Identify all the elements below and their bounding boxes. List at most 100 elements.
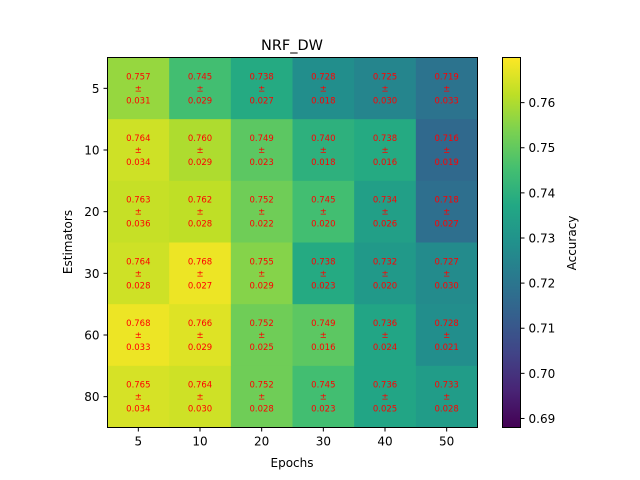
cell-std-label: 0.016 — [373, 158, 397, 168]
y-axis-label: Estimators — [61, 210, 75, 274]
chart-title: NRF_DW — [261, 38, 323, 54]
heatmap-cell — [415, 119, 478, 182]
heatmap-cell — [354, 119, 417, 182]
y-tick-label: 30 — [84, 267, 99, 281]
cell-mean-label: 0.765 — [126, 381, 150, 391]
cell-pm-label: ± — [443, 331, 450, 341]
cell-pm-label: ± — [196, 393, 203, 403]
heatmap-cell — [292, 57, 355, 120]
colorbar-tick-label: 0.73 — [529, 231, 556, 245]
cell-pm-label: ± — [196, 331, 203, 341]
cell-mean-label: 0.732 — [373, 257, 397, 267]
cell-mean-label: 0.733 — [434, 381, 458, 391]
cell-mean-label: 0.738 — [249, 72, 273, 82]
heatmap-cell — [107, 242, 170, 305]
cell-std-label: 0.029 — [188, 158, 212, 168]
cell-std-label: 0.027 — [188, 281, 212, 291]
cell-pm-label: ± — [443, 208, 450, 218]
heatmap-cell — [169, 242, 232, 305]
cell-pm-label: ± — [381, 393, 388, 403]
x-tick-label: 5 — [135, 435, 143, 449]
x-tick-label: 50 — [439, 435, 454, 449]
cell-pm-label: ± — [135, 269, 142, 279]
cell-std-label: 0.036 — [126, 220, 150, 230]
cell-mean-label: 0.728 — [311, 72, 335, 82]
heatmap-cell — [415, 180, 478, 243]
heatmap-cell — [230, 119, 293, 182]
colorbar-tick-label: 0.74 — [529, 186, 556, 200]
cell-std-label: 0.029 — [188, 343, 212, 353]
cell-pm-label: ± — [196, 146, 203, 156]
cell-mean-label: 0.764 — [126, 257, 150, 267]
cell-std-label: 0.018 — [311, 96, 335, 106]
cell-std-label: 0.027 — [249, 96, 273, 106]
cell-std-label: 0.034 — [126, 158, 150, 168]
y-tick-label: 80 — [84, 390, 99, 404]
cell-mean-label: 0.752 — [249, 319, 273, 329]
y-tick-label: 20 — [84, 205, 99, 219]
colorbar-ticks: 0.69 0.70 0.71 0.72 0.73 0.74 0.75 0.76 — [520, 96, 556, 426]
y-tick-label: 60 — [84, 329, 99, 343]
heatmap-cell — [107, 119, 170, 182]
cell-std-label: 0.028 — [249, 405, 273, 415]
cell-pm-label: ± — [258, 208, 265, 218]
cell-std-label: 0.019 — [434, 158, 458, 168]
colorbar-tick-label: 0.71 — [529, 322, 556, 336]
cell-pm-label: ± — [381, 84, 388, 94]
cell-mean-label: 0.749 — [311, 319, 335, 329]
cell-std-label: 0.029 — [249, 281, 273, 291]
cell-std-label: 0.033 — [434, 96, 458, 106]
cell-pm-label: ± — [381, 331, 388, 341]
cell-std-label: 0.029 — [188, 96, 212, 106]
heatmap-cell — [230, 180, 293, 243]
cell-mean-label: 0.763 — [126, 196, 150, 206]
cell-mean-label: 0.768 — [188, 257, 212, 267]
heatmap-cell — [415, 242, 478, 305]
heatmap-cell — [107, 304, 170, 367]
cell-std-label: 0.018 — [311, 158, 335, 168]
cell-pm-label: ± — [320, 84, 327, 94]
cell-mean-label: 0.745 — [311, 381, 335, 391]
heatmap-cell — [292, 304, 355, 367]
cell-mean-label: 0.764 — [188, 381, 212, 391]
heatmap-cell — [169, 119, 232, 182]
x-tick-label: 40 — [377, 435, 392, 449]
heatmap-cells — [107, 57, 478, 428]
heatmap-cell — [415, 365, 478, 428]
cell-mean-label: 0.736 — [373, 319, 397, 329]
cell-std-label: 0.028 — [188, 220, 212, 230]
cell-std-label: 0.031 — [126, 96, 150, 106]
cell-pm-label: ± — [443, 269, 450, 279]
cell-mean-label: 0.745 — [188, 72, 212, 82]
cell-std-label: 0.025 — [373, 405, 397, 415]
cell-pm-label: ± — [320, 208, 327, 218]
heatmap-cell — [169, 180, 232, 243]
cell-annotations: 0.757 ±0.031 0.745 ±0.029 0.738 ±0.027 0.728 ±0… — [126, 72, 459, 414]
cell-std-label: 0.030 — [188, 405, 212, 415]
cell-mean-label: 0.728 — [434, 319, 458, 329]
cell-std-label: 0.022 — [249, 220, 273, 230]
cell-mean-label: 0.727 — [434, 257, 458, 267]
cell-mean-label: 0.757 — [126, 72, 150, 82]
cell-mean-label: 0.719 — [434, 72, 458, 82]
cell-mean-label: 0.740 — [311, 134, 335, 144]
cell-pm-label: ± — [135, 208, 142, 218]
cell-mean-label: 0.738 — [311, 257, 335, 267]
heatmap-cell — [354, 242, 417, 305]
cell-std-label: 0.028 — [126, 281, 150, 291]
cell-pm-label: ± — [320, 393, 327, 403]
x-axis-ticks: 5 10 20 30 40 50 — [135, 427, 454, 449]
cell-mean-label: 0.752 — [249, 196, 273, 206]
heatmap-cell — [354, 180, 417, 243]
cell-mean-label: 0.734 — [373, 196, 397, 206]
y-axis-ticks: 5 10 20 30 60 80 — [84, 82, 108, 404]
cell-pm-label: ± — [443, 84, 450, 94]
heatmap-cell — [169, 365, 232, 428]
y-tick-label: 5 — [92, 82, 100, 96]
cell-std-label: 0.020 — [373, 281, 397, 291]
x-tick-label: 30 — [316, 435, 331, 449]
cell-pm-label: ± — [196, 208, 203, 218]
cell-std-label: 0.020 — [311, 220, 335, 230]
cell-pm-label: ± — [381, 208, 388, 218]
cell-std-label: 0.034 — [126, 405, 150, 415]
